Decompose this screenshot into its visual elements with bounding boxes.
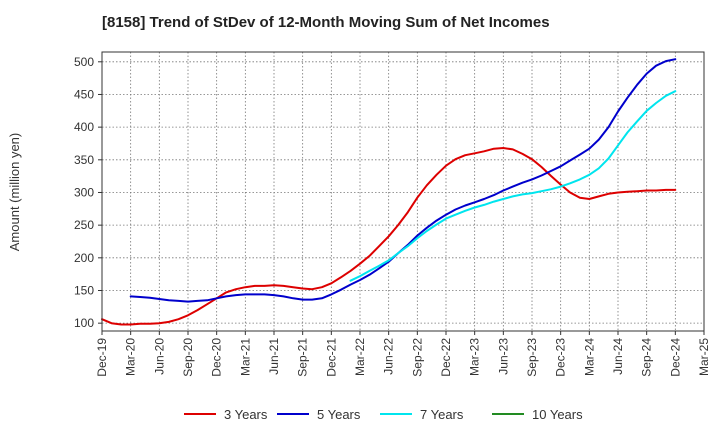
series-line-7-years: [349, 90, 677, 282]
series-lines: [101, 58, 677, 326]
x-tick-labels: Dec-19 Mar-20 Jun-20 Sep-20 Dec-20 Mar-21 Jun-…: [95, 338, 711, 377]
y-tick-label: 300: [74, 185, 94, 199]
series-line-3-years: [101, 147, 677, 326]
legend-label: 5 Years: [317, 407, 361, 422]
plot-frame: [101, 51, 705, 332]
x-tick-label: Sep-20: [181, 338, 195, 377]
x-tick-label: Mar-21: [238, 338, 252, 376]
x-tick-label: Mar-25: [697, 338, 711, 376]
axes: [98, 51, 705, 335]
y-tick-label: 150: [74, 283, 94, 297]
chart-title: [8158] Trend of StDev of 12-Month Moving…: [102, 14, 550, 31]
x-tick-label: Dec-23: [554, 338, 568, 377]
x-tick-label: Jun-22: [382, 338, 396, 375]
x-tick-label: Sep-21: [296, 338, 310, 377]
x-tick-label: Jun-24: [611, 338, 625, 375]
legend-label: 10 Years: [532, 407, 583, 422]
x-tick-label: Jun-23: [496, 338, 510, 375]
x-tick-label: Jun-21: [267, 338, 281, 375]
x-tick-label: Dec-24: [668, 338, 682, 377]
x-tick-label: Sep-24: [640, 338, 654, 377]
x-tick-label: Jun-20: [152, 338, 166, 375]
y-tick-label: 200: [74, 251, 94, 265]
x-tick-label: Dec-20: [210, 338, 224, 377]
x-tick-label: Sep-23: [525, 338, 539, 377]
x-tick-label: Mar-20: [124, 338, 138, 376]
x-tick-label: Mar-24: [582, 338, 596, 376]
plot-area: [102, 52, 704, 331]
y-tick-label: 350: [74, 153, 94, 167]
y-tick-label: 100: [74, 316, 94, 330]
y-tick-label: 450: [74, 87, 94, 101]
x-tick-label: Mar-23: [468, 338, 482, 376]
y-tick-label: 500: [74, 55, 94, 69]
grid-lines: [102, 52, 704, 331]
legend: 3 Years 5 Years 7 Years 10 Years: [184, 407, 583, 422]
x-tick-label: Sep-22: [410, 338, 424, 377]
x-tick-label: Dec-19: [95, 338, 109, 377]
x-tick-label: Mar-22: [353, 338, 367, 376]
y-axis-title: Amount (million yen): [7, 133, 22, 252]
y-tick-label: 250: [74, 218, 94, 232]
x-tick-label: Dec-22: [439, 338, 453, 377]
legend-label: 3 Years: [224, 407, 268, 422]
x-tick-label: Dec-21: [324, 338, 338, 377]
y-tick-labels: 100 150 200 250 300 350 400 450 500: [74, 55, 94, 330]
y-tick-label: 400: [74, 120, 94, 134]
legend-label: 7 Years: [420, 407, 464, 422]
